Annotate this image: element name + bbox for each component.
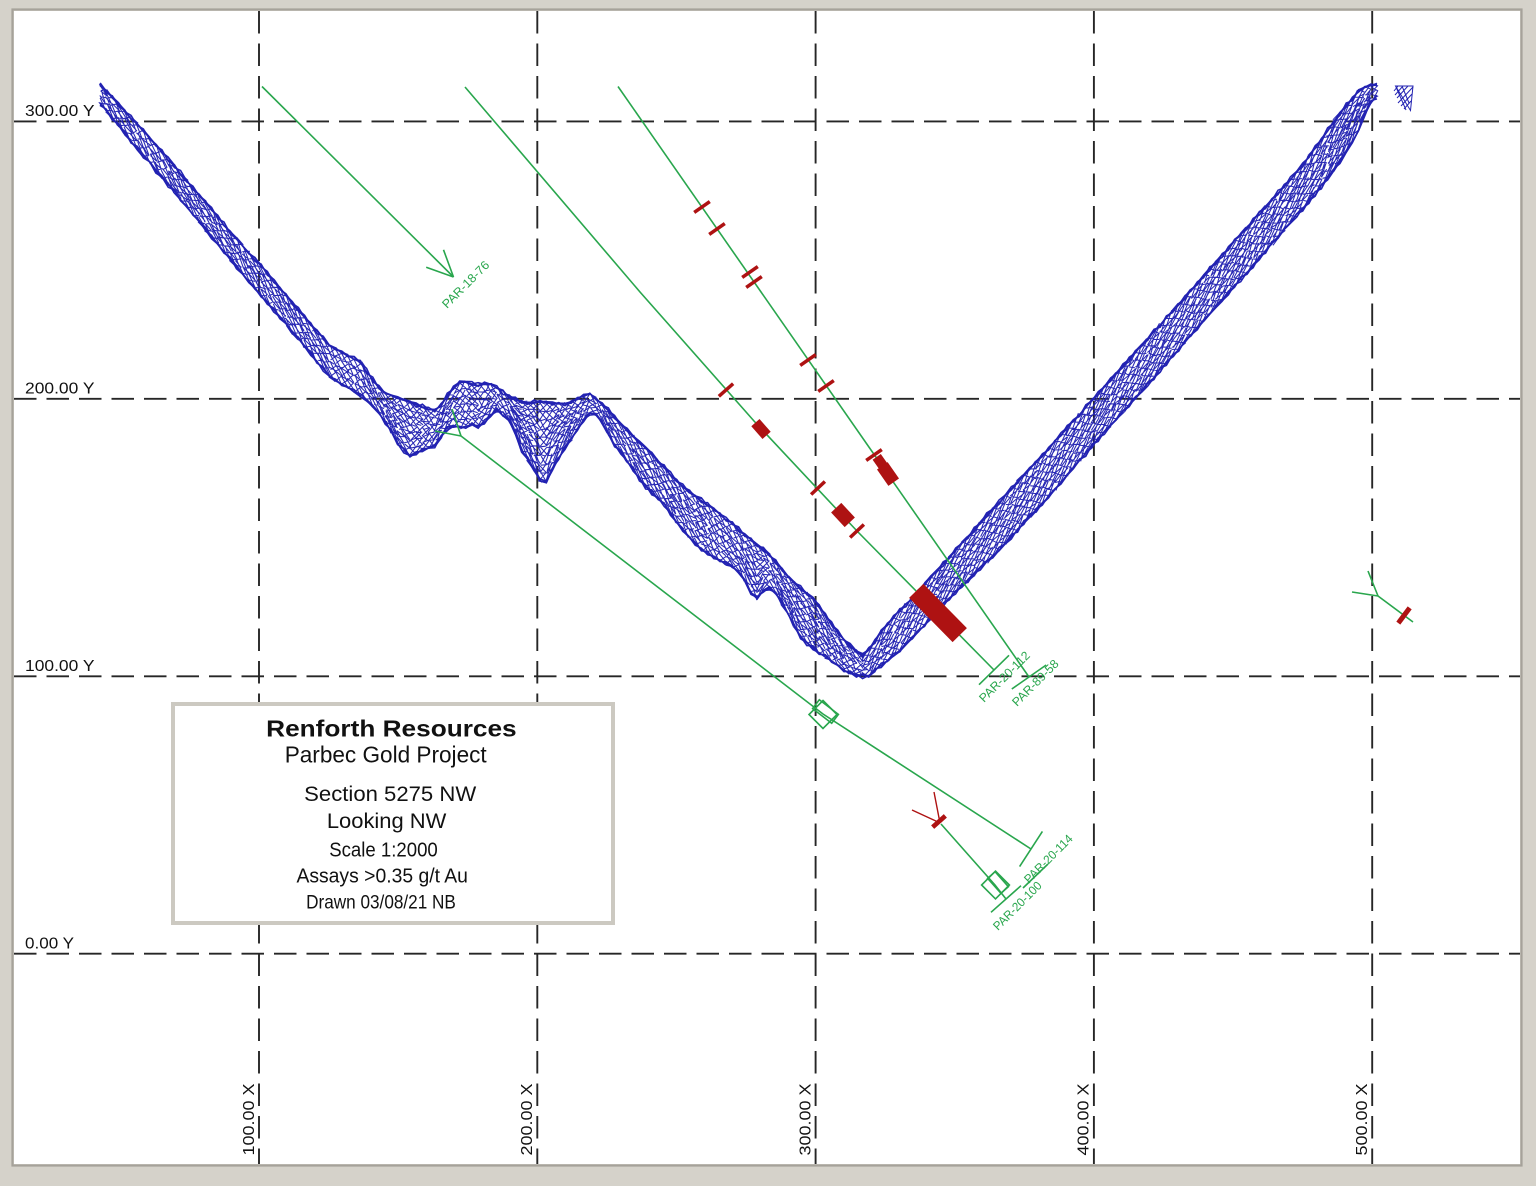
svg-text:200.00 X: 200.00 X [519,1083,536,1156]
svg-text:Renforth Resources: Renforth Resources [266,715,517,741]
svg-text:300.00 Y: 300.00 Y [25,103,95,120]
svg-text:500.00 X: 500.00 X [1354,1083,1371,1156]
svg-text:100.00 X: 100.00 X [241,1083,258,1156]
svg-text:Section 5275 NW: Section 5275 NW [304,782,477,806]
svg-text:200.00 Y: 200.00 Y [25,381,95,398]
svg-text:Assays >0.35 g/t Au: Assays >0.35 g/t Au [296,866,468,888]
svg-text:Drawn 03/08/21 NB: Drawn 03/08/21 NB [306,893,456,914]
svg-text:Scale 1:2000: Scale 1:2000 [329,839,438,861]
svg-text:100.00 Y: 100.00 Y [25,658,95,675]
svg-text:400.00 X: 400.00 X [1076,1083,1093,1156]
svg-text:0.00 Y: 0.00 Y [25,936,74,953]
svg-text:Looking NW: Looking NW [327,809,447,833]
svg-text:Parbec Gold Project: Parbec Gold Project [285,742,488,768]
svg-text:300.00 X: 300.00 X [797,1083,814,1156]
